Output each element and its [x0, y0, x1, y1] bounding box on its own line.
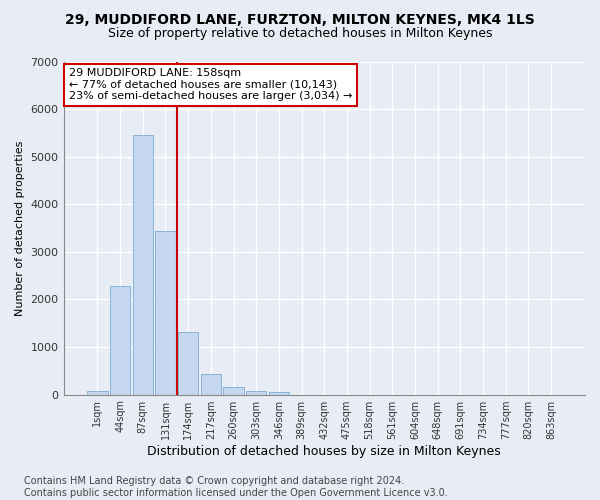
Bar — [155, 232, 176, 394]
Y-axis label: Number of detached properties: Number of detached properties — [15, 140, 25, 316]
Bar — [87, 391, 107, 394]
Text: Contains HM Land Registry data © Crown copyright and database right 2024.
Contai: Contains HM Land Registry data © Crown c… — [24, 476, 448, 498]
Text: 29, MUDDIFORD LANE, FURZTON, MILTON KEYNES, MK4 1LS: 29, MUDDIFORD LANE, FURZTON, MILTON KEYN… — [65, 12, 535, 26]
Bar — [200, 374, 221, 394]
Bar — [269, 392, 289, 394]
Bar — [246, 391, 266, 394]
Bar — [110, 286, 130, 395]
Text: Size of property relative to detached houses in Milton Keynes: Size of property relative to detached ho… — [108, 28, 492, 40]
Bar — [133, 136, 153, 394]
Text: 29 MUDDIFORD LANE: 158sqm
← 77% of detached houses are smaller (10,143)
23% of s: 29 MUDDIFORD LANE: 158sqm ← 77% of detac… — [69, 68, 352, 102]
X-axis label: Distribution of detached houses by size in Milton Keynes: Distribution of detached houses by size … — [148, 444, 501, 458]
Bar — [223, 387, 244, 394]
Bar — [178, 332, 199, 394]
